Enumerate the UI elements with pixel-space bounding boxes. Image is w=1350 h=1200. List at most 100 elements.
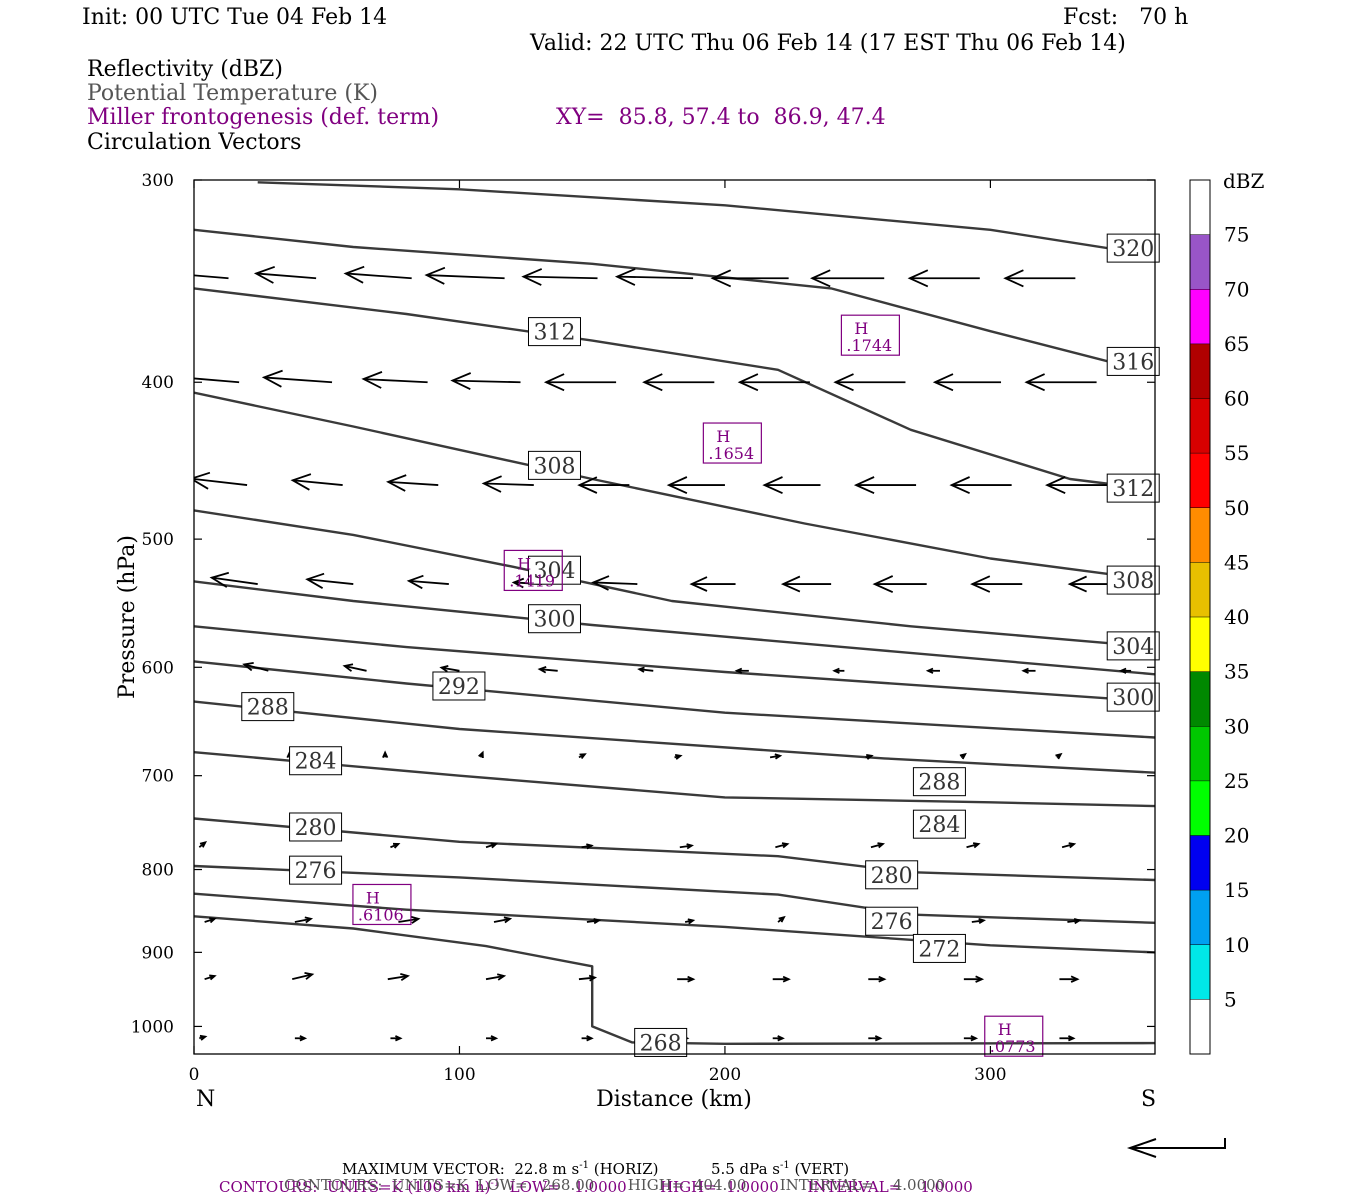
theta-contour-276 [194, 864, 1155, 924]
theta-label-292-box [432, 671, 486, 701]
max-vector-info: MAXIMUM VECTOR: 22.8 m s-1 (HORIZ) 5.5 d… [342, 1160, 850, 1178]
vector-shaft [244, 663, 269, 672]
vector-head [490, 1035, 499, 1042]
y-tick-label-400: 400 [142, 373, 174, 393]
theta-label-extra-3-text: 300 [1112, 686, 1154, 711]
theta-label-extra-1: 308 [1106, 565, 1160, 595]
vector-shaft [263, 376, 333, 384]
theta-label-288-box [241, 692, 295, 722]
vector-head [1021, 667, 1029, 674]
vector-7-2 [398, 915, 421, 924]
frontogenesis-max-value: .0773 [990, 1037, 1036, 1056]
vector-6-8 [1061, 842, 1077, 849]
vector-head [774, 753, 783, 760]
x-end-label-south: S [1141, 1087, 1156, 1112]
theta-contour-272 [194, 892, 1155, 954]
y-tick-label-600: 600 [142, 658, 174, 678]
vector-8-8 [963, 975, 985, 983]
vector-head [496, 973, 507, 981]
theta-label-extra-2-box [1106, 631, 1160, 661]
vector-shaft [307, 578, 354, 585]
theta-label-320-text: 320 [1112, 237, 1154, 262]
theta-label-300: 300 [527, 604, 581, 634]
vector-head [778, 915, 786, 923]
y-tick-label-500: 500 [142, 530, 174, 550]
vector-head [490, 842, 499, 849]
theta-label-320-box [1106, 233, 1160, 263]
vector-shaft [292, 479, 343, 486]
vector-shaft [387, 975, 408, 981]
vector-5-8 [1055, 752, 1063, 760]
colorbar-swatch-5 [1190, 671, 1210, 727]
vector-head [972, 842, 981, 849]
theta-label-300-text: 300 [533, 608, 575, 633]
vector-1-7 [833, 373, 906, 392]
vector-4-1 [342, 663, 367, 672]
vector-8-9 [1059, 975, 1080, 983]
vector-9-9 [1059, 1035, 1076, 1042]
frontogenesis-max-2: H.1419 [503, 549, 563, 592]
vector-head [866, 754, 874, 760]
colorbar-unit: dBZ [1223, 169, 1265, 193]
vector-5-5 [769, 753, 783, 760]
vector-head [781, 842, 790, 849]
vector-7-3 [493, 916, 513, 924]
theta-label-280: 280 [289, 812, 343, 842]
theta-label-extra-1-box [1106, 565, 1160, 595]
vector-head [1073, 918, 1082, 925]
frontogenesis-max-4: H.0773 [984, 1015, 1044, 1057]
reference-vector [1126, 1138, 1226, 1158]
vector-8-7 [868, 975, 887, 983]
vector-8-2 [387, 973, 410, 981]
vector-7-5 [684, 918, 696, 925]
field-circulation-vectors: Circulation Vectors [87, 130, 302, 155]
theta-label-extra-4-box [912, 767, 966, 797]
vector-5-6 [865, 754, 874, 760]
colorbar-swatch-7 [1190, 562, 1210, 617]
vector-head [591, 575, 610, 591]
theta-label-extra-2-text: 304 [1112, 635, 1154, 660]
colorbar-label-10: 10 [1224, 933, 1249, 957]
vector-head [687, 975, 696, 983]
vector-2-5 [666, 476, 725, 495]
vector-head [874, 1035, 883, 1042]
vector-8-3 [485, 973, 507, 981]
theta-label-300-box [527, 604, 581, 634]
theta-label-extra-3-box [1106, 682, 1160, 712]
init-time: Init: 00 UTC Tue 04 Feb 14 [82, 5, 388, 30]
vector-shaft [211, 576, 258, 585]
vector-2-8 [949, 476, 1012, 495]
vector-shaft [345, 272, 412, 280]
vector-head [833, 373, 854, 392]
theta-label-284-text: 284 [295, 750, 337, 775]
vector-head [395, 1035, 403, 1042]
y-tick-label-300: 300 [142, 171, 174, 191]
vector-8-5 [677, 975, 696, 983]
vector-head [642, 373, 663, 392]
vector-head [400, 973, 410, 981]
vector-head [392, 842, 401, 849]
x-tick-label-300: 300 [974, 1065, 1006, 1085]
vector-head [1118, 667, 1127, 674]
vector-1-1 [261, 369, 333, 388]
y-tick-label-800: 800 [142, 861, 174, 881]
theta-label-extra-6-box [865, 860, 919, 890]
colorbar-swatch-12 [1190, 289, 1210, 344]
vector-0-4 [521, 268, 598, 286]
theta-label-284-box [289, 746, 343, 776]
colorbar-label-20: 20 [1224, 824, 1249, 848]
frontogenesis-max-label: H [854, 319, 868, 338]
vector-3-7 [872, 575, 927, 594]
vector-6-1 [390, 842, 401, 849]
vector-head [586, 1035, 594, 1042]
theta-label-extra-7-text: 276 [871, 910, 913, 935]
theta-label-312-box [527, 317, 581, 347]
colorbar-label-65: 65 [1224, 332, 1249, 356]
vector-head [304, 916, 314, 924]
vector-9-1 [294, 1035, 308, 1042]
theta-label-312-text: 312 [533, 321, 575, 346]
vector-1-2 [361, 371, 428, 389]
vector-shaft [578, 976, 596, 981]
vector-head [537, 666, 547, 674]
y-axis-label: Pressure (hPa) [115, 535, 140, 699]
